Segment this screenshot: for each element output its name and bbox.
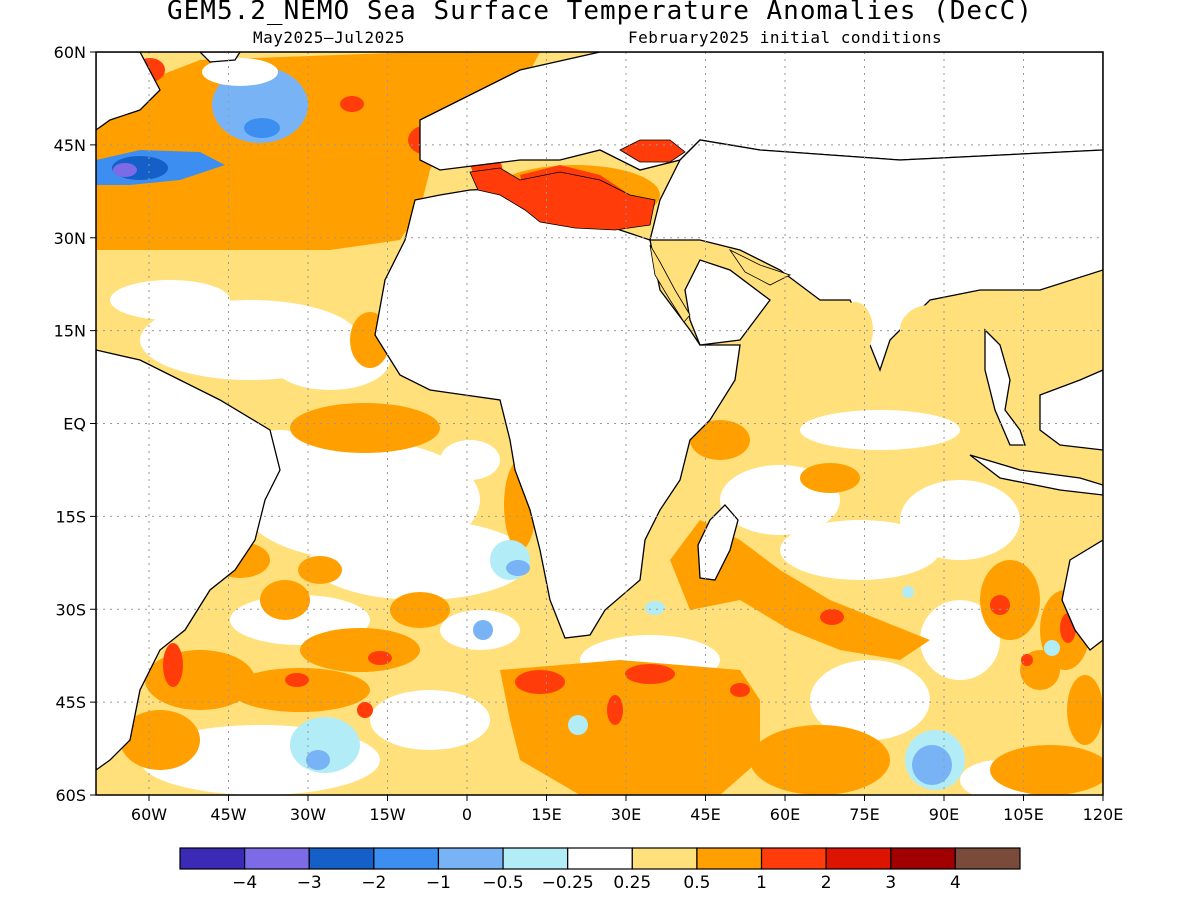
lon-tick-label: 0	[462, 805, 472, 824]
colorbar-swatch	[308, 847, 375, 870]
forecast-period: May2025–Jul2025	[253, 28, 405, 47]
colorbar-swatch	[954, 847, 1021, 870]
lon-tick-label: 90E	[929, 805, 959, 824]
lon-tick-label: 15W	[369, 805, 405, 824]
colorbar-level-label: 4	[950, 873, 961, 893]
lon-tick-label: 60W	[131, 805, 167, 824]
lon-tick-label: 30W	[290, 805, 326, 824]
colorbar-swatch	[890, 847, 956, 870]
longitude-labels: 60W 45W 30W 15W 0 15E 30E 45E 60E 75E 90E 105E 120E	[131, 795, 1123, 824]
lon-tick-label: 75E	[849, 805, 879, 824]
lat-tick-label: EQ	[63, 415, 86, 434]
lon-tick-label: 15E	[531, 805, 561, 824]
lon-tick-label: 105E	[1003, 805, 1044, 824]
lon-tick-label: 120E	[1083, 805, 1124, 824]
lon-tick-label: 45E	[690, 805, 720, 824]
colorbar-swatch	[179, 847, 246, 870]
colorbar-labels: −4 −3 −2 −1 −0.5 −0.25 0.25 0.5 1 2 3 4	[232, 873, 961, 893]
colorbar-level-label: −2	[361, 873, 386, 893]
lat-tick-label: 60N	[54, 43, 86, 62]
colorbar-level-label: −0.5	[482, 873, 523, 893]
colorbar-swatch	[631, 847, 698, 870]
colorbar	[179, 847, 1021, 870]
anomaly-field	[96, 52, 1103, 795]
colorbar-swatch	[567, 847, 633, 870]
colorbar-swatch	[502, 847, 569, 870]
lat-tick-label: 60S	[55, 786, 86, 805]
lon-tick-label: 45W	[210, 805, 246, 824]
lon-tick-label: 60E	[770, 805, 800, 824]
colorbar-level-label: 0.25	[613, 873, 651, 893]
lat-tick-label: 45N	[54, 136, 86, 155]
colorbar-swatch	[244, 847, 310, 870]
colorbar-level-label: −1	[426, 873, 451, 893]
map-title: GEM5.2_NEMO Sea Surface Temperature Anom…	[167, 0, 1033, 26]
colorbar-level-label: −4	[232, 873, 257, 893]
colorbar-level-label: 3	[885, 873, 896, 893]
lat-tick-label: 15N	[54, 322, 86, 341]
colorbar-level-label: −0.25	[542, 873, 594, 893]
lat-tick-label: 30S	[55, 600, 86, 619]
colorbar-swatch	[825, 847, 892, 870]
graticule	[96, 52, 1103, 795]
colorbar-level-label: 1	[756, 873, 767, 893]
colorbar-swatch	[760, 847, 827, 870]
lat-tick-label: 30N	[54, 229, 86, 248]
colorbar-swatch	[696, 847, 763, 870]
colorbar-swatch	[437, 847, 504, 870]
colorbar-level-label: −3	[297, 873, 322, 893]
lon-tick-label: 30E	[611, 805, 641, 824]
lat-tick-label: 15S	[55, 507, 86, 526]
lat-tick-label: 45S	[55, 693, 86, 712]
colorbar-swatch	[373, 847, 440, 870]
colorbar-level-label: 2	[821, 873, 832, 893]
initial-conditions: February2025 initial conditions	[628, 28, 943, 47]
latitude-labels: 60N 45N 30N 15N EQ 15S 30S 45S 60S	[54, 43, 96, 805]
colorbar-level-label: 0.5	[683, 873, 710, 893]
